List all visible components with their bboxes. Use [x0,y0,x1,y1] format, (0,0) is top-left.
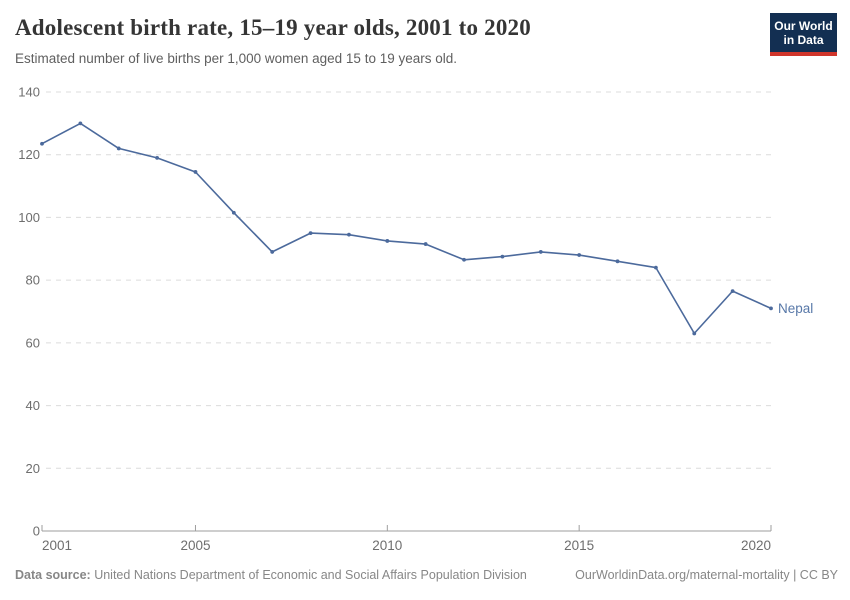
data-point-nepal-2006[interactable] [231,210,236,215]
x-tick-label-2015: 2015 [564,538,594,553]
chart-subtitle: Estimated number of live births per 1,00… [15,51,457,66]
data-point-nepal-2003[interactable] [116,146,121,151]
y-tick-label-140: 140 [18,85,40,100]
data-point-nepal-2015[interactable] [577,253,582,257]
entity-label-nepal[interactable]: Nepal [778,301,813,316]
y-tick-label-120: 120 [18,147,40,162]
y-tick-label-80: 80 [26,273,40,288]
x-tick-label-2010: 2010 [372,538,402,553]
x-tick-label-2020: 2020 [741,538,771,553]
chart-footer: Data source: United Nations Department o… [15,567,838,583]
y-tick-label-0: 0 [33,524,40,539]
data-point-nepal-2010[interactable] [385,239,390,243]
x-tick-label-2001: 2001 [42,538,72,553]
data-point-nepal-2008[interactable] [308,231,313,236]
page-title: Adolescent birth rate, 15–19 year olds, … [15,15,531,40]
data-point-nepal-2007[interactable] [270,250,275,254]
data-source: Data source: United Nations Department o… [15,567,527,583]
data-point-nepal-2018[interactable] [692,331,697,336]
data-point-nepal-2017[interactable] [653,265,658,270]
data-point-nepal-2009[interactable] [347,232,351,237]
line-series-nepal[interactable] [41,122,772,335]
data-point-nepal-2019[interactable] [730,289,735,294]
data-point-nepal-2004[interactable] [155,155,160,160]
data-point-nepal-2020[interactable] [769,306,773,311]
data-point-nepal-2005[interactable] [193,170,198,174]
owid-logo-line1: Our World [774,19,833,33]
y-tick-label-60: 60 [26,335,40,350]
data-source-label: Data source: [15,568,91,582]
data-point-nepal-2012[interactable] [462,257,466,262]
data-source-text: United Nations Department of Economic an… [90,568,527,582]
data-point-nepal-2011[interactable] [423,242,428,246]
owid-logo-line2: in Data [783,33,824,48]
data-point-nepal-2016[interactable] [615,259,620,264]
data-point-nepal-2014[interactable] [538,250,543,254]
owid-logo: Our World in Data [770,13,837,57]
data-point-nepal-2001[interactable] [40,141,44,146]
data-point-nepal-2013[interactable] [500,254,505,259]
data-point-nepal-2002[interactable] [78,121,83,126]
x-tick-label-2005: 2005 [180,538,210,553]
license-link[interactable]: OurWorldinData.org/maternal-mortality | … [575,568,838,582]
y-tick-label-40: 40 [26,398,40,413]
y-tick-label-20: 20 [26,461,40,476]
y-tick-label-100: 100 [18,210,40,225]
